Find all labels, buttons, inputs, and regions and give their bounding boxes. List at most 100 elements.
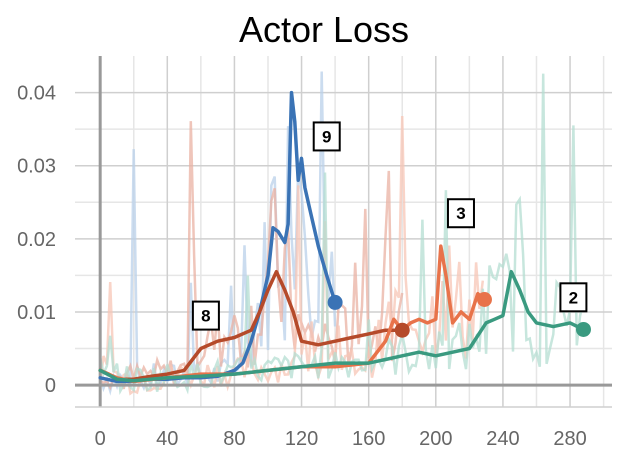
data-point-2 — [518, 289, 521, 291]
data-point-9 — [294, 121, 296, 123]
data-point-9 — [233, 369, 236, 372]
callout-label-9: 9 — [322, 127, 331, 146]
data-point-9 — [317, 245, 320, 247]
data-point-8 — [317, 344, 320, 346]
callout-box-3 — [446, 198, 475, 229]
data-point-8 — [183, 369, 185, 372]
y-tick-label: 0 — [45, 375, 56, 397]
data-point-2 — [116, 378, 118, 381]
data-point-2 — [300, 365, 303, 368]
data-point-3 — [440, 245, 442, 247]
data-point-3 — [393, 318, 395, 321]
data-point-2 — [468, 347, 471, 350]
data-point-8 — [166, 373, 169, 375]
data-point-2 — [493, 318, 496, 321]
data-point-9 — [267, 274, 269, 277]
callout-box-2 — [559, 282, 588, 313]
data-point-8 — [283, 289, 286, 291]
x-tick-label: 0 — [95, 428, 106, 450]
data-point-2 — [434, 355, 437, 357]
data-point-3 — [418, 318, 420, 321]
data-point-2 — [451, 351, 454, 353]
data-point-2 — [527, 311, 529, 313]
data-point-9 — [99, 376, 101, 379]
data-point-2 — [552, 325, 555, 328]
data-point-8 — [384, 329, 387, 332]
data-point-2 — [200, 375, 202, 378]
data-point-9 — [272, 227, 274, 229]
data-point-8 — [334, 340, 336, 342]
y-tick-label: 0.01 — [17, 302, 56, 324]
end-marker-8 — [394, 322, 410, 338]
x-tick-label: 40 — [156, 428, 178, 450]
data-point-9 — [277, 230, 279, 233]
data-point-8 — [233, 336, 236, 339]
end-marker-2 — [575, 321, 591, 337]
series-line-8 — [98, 269, 404, 381]
data-point-8 — [267, 289, 269, 291]
data-point-8 — [149, 375, 152, 378]
x-tick-label: 240 — [486, 428, 519, 450]
data-point-3 — [384, 340, 387, 342]
callout-label-2: 2 — [569, 288, 578, 307]
end-marker-9 — [327, 294, 343, 310]
data-point-2 — [367, 362, 370, 364]
data-point-3 — [434, 318, 437, 321]
data-point-3 — [426, 322, 429, 324]
data-point-3 — [445, 274, 447, 277]
data-point-9 — [290, 91, 293, 94]
data-point-2 — [99, 369, 101, 372]
end-markers — [327, 292, 591, 338]
data-point-9 — [309, 208, 311, 211]
data-point-8 — [250, 329, 253, 332]
x-tick-label: 280 — [553, 428, 586, 450]
data-point-8 — [258, 311, 261, 313]
data-point-3 — [451, 322, 454, 324]
callout-box-9 — [312, 121, 341, 152]
data-point-2 — [166, 376, 169, 379]
series-line-2 — [98, 269, 586, 383]
y-tick-label: 0.02 — [17, 229, 56, 251]
data-point-3 — [476, 292, 479, 295]
y-tick-label: 0.03 — [17, 156, 56, 178]
raw-trace-8 — [99, 121, 404, 391]
data-point-2 — [535, 322, 538, 324]
raw-noise-traces — [98, 71, 585, 396]
data-point-9 — [283, 241, 286, 244]
callout-box-8 — [191, 300, 220, 331]
data-point-2 — [334, 362, 336, 364]
data-point-9 — [325, 274, 328, 277]
data-point-8 — [275, 270, 278, 273]
data-point-2 — [569, 322, 571, 324]
data-point-2 — [132, 379, 135, 382]
data-point-2 — [401, 355, 404, 357]
tick-labels: 0 40 80 120 160 200 240 280 0 0.01 0.02 0.03 0.04 — [17, 83, 587, 450]
data-point-2 — [384, 358, 387, 361]
data-point-2 — [233, 373, 236, 375]
data-point-8 — [292, 311, 294, 313]
x-tick-label: 200 — [419, 428, 452, 450]
data-point-9 — [250, 340, 253, 342]
end-marker-3 — [476, 292, 492, 308]
x-tick-label: 120 — [285, 428, 318, 450]
data-point-9 — [116, 380, 118, 383]
data-point-9 — [304, 186, 306, 189]
data-point-2 — [418, 351, 420, 353]
data-point-3 — [460, 311, 462, 313]
data-point-2 — [485, 322, 487, 324]
raw-trace-2 — [98, 73, 585, 396]
data-point-9 — [297, 179, 299, 182]
x-tick-label: 80 — [223, 428, 245, 450]
axes — [75, 56, 612, 408]
data-point-2 — [510, 270, 513, 273]
data-point-3 — [409, 322, 412, 324]
data-point-8 — [367, 333, 370, 335]
data-point-3 — [200, 373, 202, 375]
data-point-9 — [242, 362, 244, 364]
callouts: 9 8 3 2 — [191, 121, 588, 331]
chart-title: Actor Loss — [239, 9, 409, 50]
data-point-3 — [468, 318, 471, 321]
y-tick-label: 0.04 — [17, 83, 56, 105]
x-tick-label: 160 — [352, 428, 385, 450]
data-point-8 — [351, 336, 353, 339]
